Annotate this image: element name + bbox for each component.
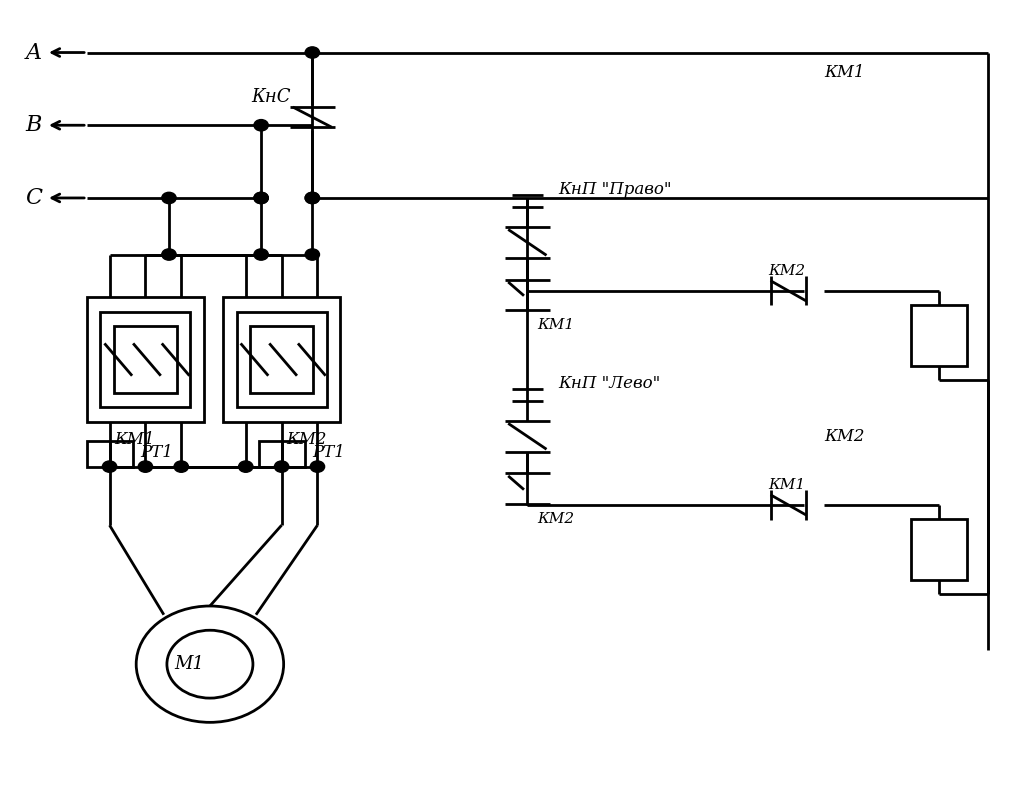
Text: РТ1: РТ1 [140, 444, 173, 461]
Text: КМ2: КМ2 [768, 263, 805, 278]
Text: КМ2: КМ2 [538, 511, 574, 526]
Text: КМ2: КМ2 [287, 431, 328, 448]
Circle shape [102, 461, 117, 472]
Text: КнП "Лево": КнП "Лево" [558, 375, 660, 393]
Text: A: A [26, 41, 42, 64]
Text: КнП "Право": КнП "Право" [558, 181, 672, 199]
Bar [86, 297, 205, 422]
Circle shape [254, 120, 268, 131]
Circle shape [138, 461, 153, 472]
Text: B: B [26, 114, 42, 137]
Text: КМ2: КМ2 [824, 427, 865, 445]
Text: КМ1: КМ1 [115, 431, 156, 448]
Bar [911, 305, 967, 365]
Bar [223, 297, 340, 422]
Circle shape [254, 192, 268, 204]
Text: КнС: КнС [251, 88, 291, 106]
Bar [100, 312, 190, 407]
Text: М1: М1 [174, 655, 205, 673]
Bar [86, 441, 133, 467]
Circle shape [274, 461, 289, 472]
Circle shape [174, 461, 188, 472]
Circle shape [162, 192, 176, 204]
Bar [114, 326, 177, 393]
Bar [237, 312, 327, 407]
Text: КМ1: КМ1 [824, 64, 865, 82]
Circle shape [162, 249, 176, 260]
Circle shape [239, 461, 253, 472]
Circle shape [305, 192, 319, 204]
Bar [258, 441, 305, 467]
Circle shape [305, 47, 319, 58]
Circle shape [254, 249, 268, 260]
Text: РТ1: РТ1 [312, 444, 345, 461]
Circle shape [310, 461, 325, 472]
Text: C: C [26, 187, 43, 209]
Bar [911, 519, 967, 580]
Circle shape [305, 249, 319, 260]
Circle shape [305, 192, 319, 204]
Text: КМ1: КМ1 [538, 318, 574, 332]
Bar [250, 326, 313, 393]
Circle shape [254, 192, 268, 204]
Text: КМ1: КМ1 [768, 478, 805, 492]
